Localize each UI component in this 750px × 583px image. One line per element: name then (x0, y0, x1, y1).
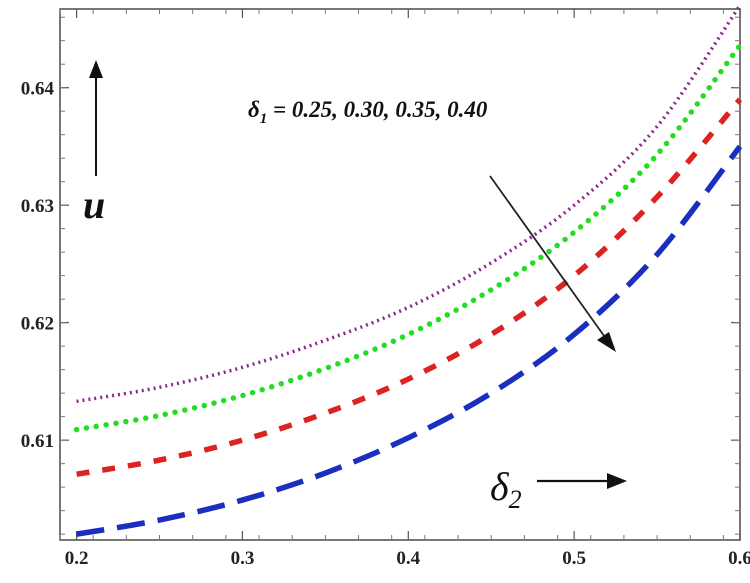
x-tick-label: 0.6 (728, 548, 750, 569)
x-tick-label: 0.3 (231, 548, 255, 569)
annotation-values: = 0.25, 0.30, 0.35, 0.40 (267, 97, 488, 122)
x-axis-label: δ2 (490, 464, 522, 514)
y-axis-label: u (83, 182, 105, 227)
x-tick-label: 0.5 (562, 548, 586, 569)
x-axis-arrow (537, 473, 627, 489)
x-axis-label-sub: 2 (509, 485, 522, 514)
trend-arrow (489, 175, 616, 352)
x-tick-label: 0.4 (396, 548, 420, 569)
y-tick-label: 0.61 (21, 431, 54, 452)
x-tick-label: 0.2 (65, 548, 89, 569)
y-axis-arrow (89, 60, 103, 176)
plot-frame (59, 8, 741, 541)
delta1-annotation: δ1 = 0.25, 0.30, 0.35, 0.40 (248, 97, 488, 127)
annotation-symbol: δ (248, 97, 260, 122)
annotation-subscript: 1 (260, 111, 268, 127)
series-line-3 (76, 97, 743, 477)
series-layer (73, 4, 743, 537)
tick-labels: 0.2 0.3 0.4 0.5 0.6 0.61 0.62 0.63 0.64 (21, 79, 750, 569)
y-tick-label: 0.64 (21, 79, 55, 100)
y-tick-label: 0.63 (21, 196, 54, 217)
y-tick-label: 0.62 (21, 314, 54, 335)
series-line-4 (76, 144, 743, 537)
x-axis-label-base: δ (490, 464, 510, 509)
